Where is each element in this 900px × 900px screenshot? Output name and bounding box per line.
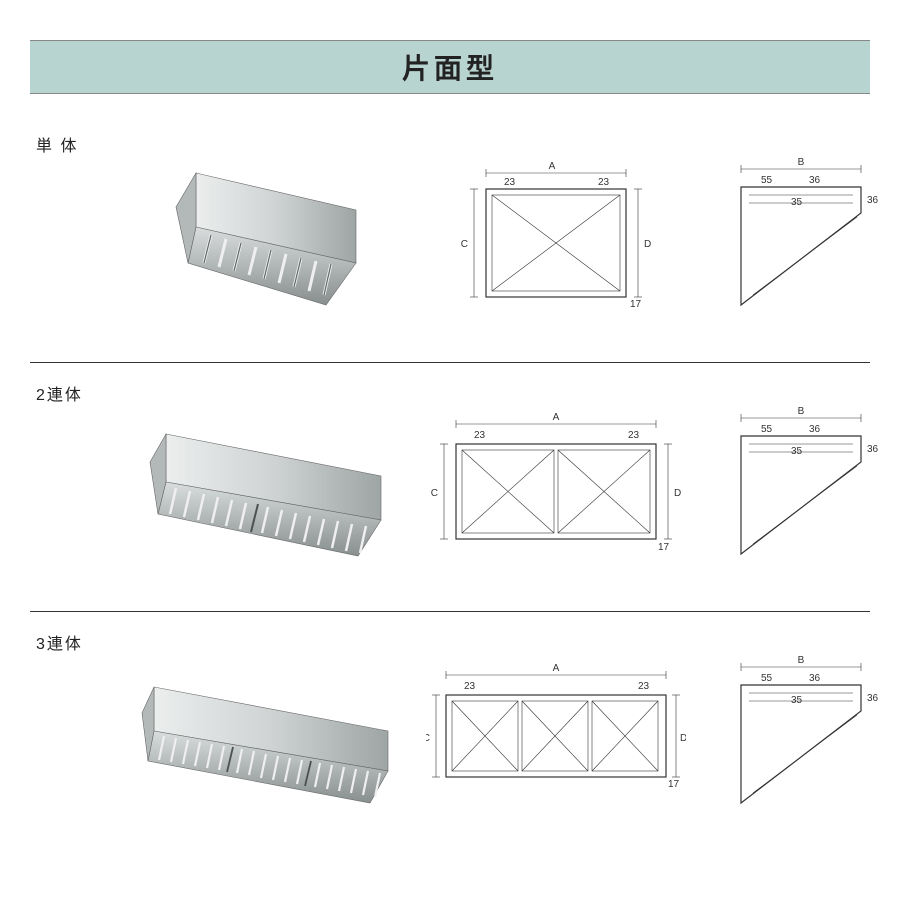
plan-triple: A 23 23 C D 17 — [416, 626, 696, 850]
dim-B: B — [798, 406, 805, 417]
row-label: 3連体 — [36, 626, 116, 654]
row-single: 単 体 — [30, 114, 870, 363]
plan-double: A 23 23 C D 17 — [416, 377, 696, 601]
dim-D: D — [680, 733, 686, 744]
side-single: B 55 36 35 36 — [706, 128, 886, 352]
dim-off-l: 23 — [504, 177, 516, 188]
dim-D: D — [674, 488, 681, 499]
side-triple: B 55 36 35 36 — [706, 626, 886, 850]
dim-off-r: 23 — [638, 681, 650, 692]
dim-17: 17 — [630, 299, 642, 310]
dim-36b: 36 — [867, 195, 879, 206]
dim-off-l: 23 — [464, 681, 476, 692]
dim-55: 55 — [761, 673, 773, 684]
photo-double — [126, 377, 406, 601]
dim-36b: 36 — [867, 693, 879, 704]
row-label: 2連体 — [36, 377, 116, 405]
dim-36b: 36 — [867, 444, 879, 455]
dim-off-r: 23 — [628, 430, 640, 441]
plan-single: A 23 23 C D 17 — [416, 128, 696, 352]
dim-36a: 36 — [809, 424, 821, 435]
dim-off-l: 23 — [474, 430, 486, 441]
dim-55: 55 — [761, 175, 773, 186]
row-double: 2連体 — [30, 363, 870, 612]
dim-36a: 36 — [809, 673, 821, 684]
dim-35: 35 — [791, 695, 803, 706]
dim-off-r: 23 — [598, 177, 610, 188]
dim-17: 17 — [668, 779, 680, 790]
dim-35: 35 — [791, 197, 803, 208]
dim-A: A — [553, 412, 560, 423]
dim-35: 35 — [791, 446, 803, 457]
dim-A: A — [553, 663, 560, 674]
row-triple: 3連体 — [30, 612, 870, 860]
dim-C: C — [426, 733, 430, 744]
product-rows: 単 体 — [30, 114, 870, 860]
dim-55: 55 — [761, 424, 773, 435]
section-title: 片面型 — [30, 40, 870, 94]
dim-A: A — [549, 161, 556, 172]
dim-B: B — [798, 655, 805, 666]
row-label: 単 体 — [36, 128, 116, 156]
dim-C: C — [431, 488, 438, 499]
dim-36a: 36 — [809, 175, 821, 186]
photo-single — [126, 128, 406, 352]
photo-triple — [126, 626, 406, 850]
side-double: B 55 36 35 36 — [706, 377, 886, 601]
dim-C: C — [461, 239, 468, 250]
dim-17: 17 — [658, 542, 670, 553]
dim-B: B — [798, 157, 805, 168]
dim-D: D — [644, 239, 651, 250]
